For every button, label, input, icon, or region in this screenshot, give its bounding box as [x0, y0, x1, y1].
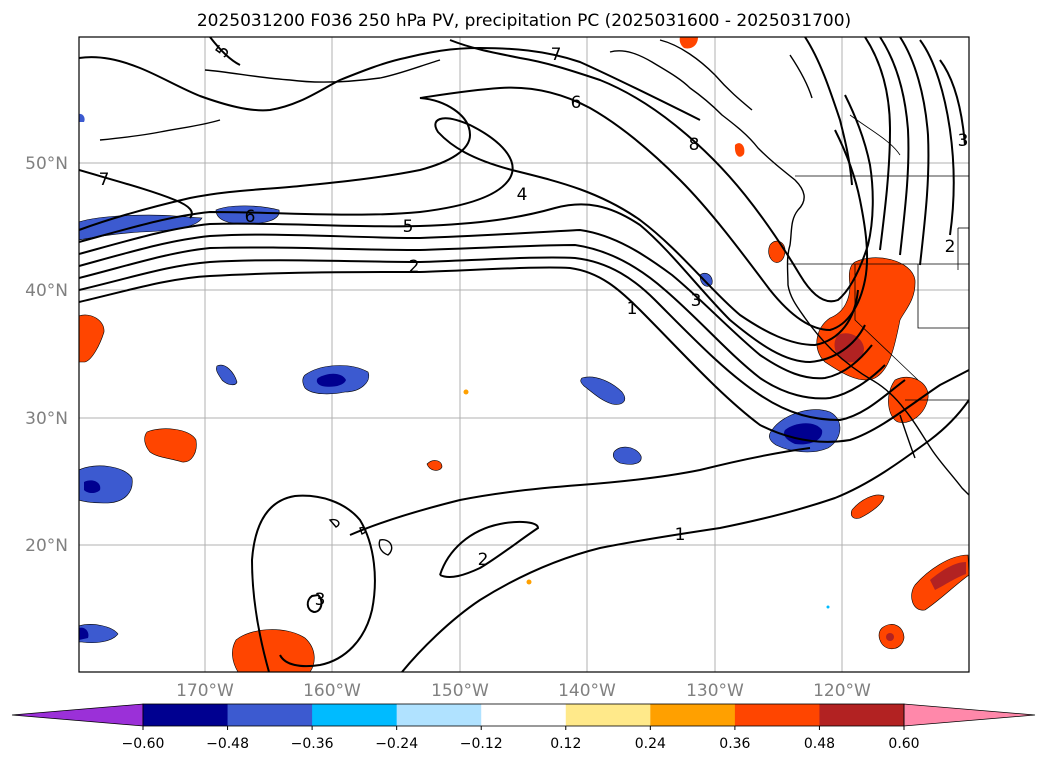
colorbar-segment: [227, 704, 313, 726]
contour-label: 2: [478, 550, 489, 570]
contour-label: 1: [675, 525, 686, 545]
colorbar-segment: [312, 704, 398, 726]
contour-label: 3: [691, 291, 702, 311]
contour-label: 5: [403, 217, 414, 237]
lon-label: 170°W: [176, 681, 234, 701]
map-frame: [78, 36, 970, 673]
colorbar-segment: [481, 704, 567, 726]
contour-label: 3: [958, 131, 969, 151]
contour-label: 8: [689, 135, 700, 155]
colorbar-segment: [734, 704, 820, 726]
precip-shading: [79, 37, 969, 672]
lon-label: 130°W: [686, 681, 744, 701]
map-panel: 5 7 6 4 8 5 2 7 6 1 3 3 2 1 2 3: [79, 37, 969, 672]
lat-label: 40°N: [25, 281, 68, 301]
colorbar-segment: [565, 704, 651, 726]
lon-label: 120°W: [813, 681, 871, 701]
lat-label: 50°N: [25, 154, 68, 174]
colorbar-tick-label: −0.60: [122, 736, 165, 752]
colorbar-extend-min: [11, 703, 144, 727]
contour-label: 6: [245, 207, 256, 227]
longitude-labels: 170°W 160°W 150°W 140°W 130°W 120°W: [176, 681, 871, 701]
contour-label: 2: [945, 237, 956, 257]
lat-label: 20°N: [25, 536, 68, 556]
colorbar-tick-label: −0.12: [460, 736, 503, 752]
lon-label: 140°W: [558, 681, 616, 701]
contour-label: 4: [517, 185, 528, 205]
pv-contours: [79, 37, 969, 672]
colorbar-tick-label: −0.24: [375, 736, 418, 752]
colorbar-segment: [396, 704, 482, 726]
colorbar-tick-label: 0.48: [804, 736, 835, 752]
lat-label: 30°N: [25, 409, 68, 429]
colorbar-frame: [142, 703, 905, 727]
colorbar: [11, 703, 1036, 727]
colorbar-tick-label: 0.24: [635, 736, 666, 752]
contour-label: 3: [315, 590, 326, 610]
lon-label: 160°W: [303, 681, 361, 701]
latitude-labels: 50°N 40°N 30°N 20°N: [25, 154, 68, 556]
colorbar-tick-label: −0.36: [291, 736, 334, 752]
figure-title: 2025031200 F036 250 hPa PV, precipitatio…: [197, 11, 851, 31]
colorbar-segment: [143, 704, 229, 726]
colorbar-tick-label: −0.48: [206, 736, 249, 752]
colorbar-tick-label: 0.12: [550, 736, 581, 752]
coastlines: [99, 39, 969, 556]
colorbar-tick-label: 0.60: [888, 736, 919, 752]
colorbar-ticks: −0.60 −0.48 −0.36 −0.24 −0.12 0.12 0.24 0.36 0.4…: [122, 726, 920, 752]
contour-label: 6: [571, 93, 582, 113]
lon-label: 150°W: [431, 681, 489, 701]
colorbar-tick-label: 0.36: [719, 736, 750, 752]
colorbar-extend-max: [903, 703, 1036, 727]
colorbar-segment: [819, 704, 905, 726]
colorbar-segment: [650, 704, 736, 726]
contour-label: 7: [99, 170, 110, 190]
contour-label: 2: [409, 257, 420, 277]
contour-label: 7: [551, 45, 562, 65]
contour-label: 1: [627, 299, 638, 319]
